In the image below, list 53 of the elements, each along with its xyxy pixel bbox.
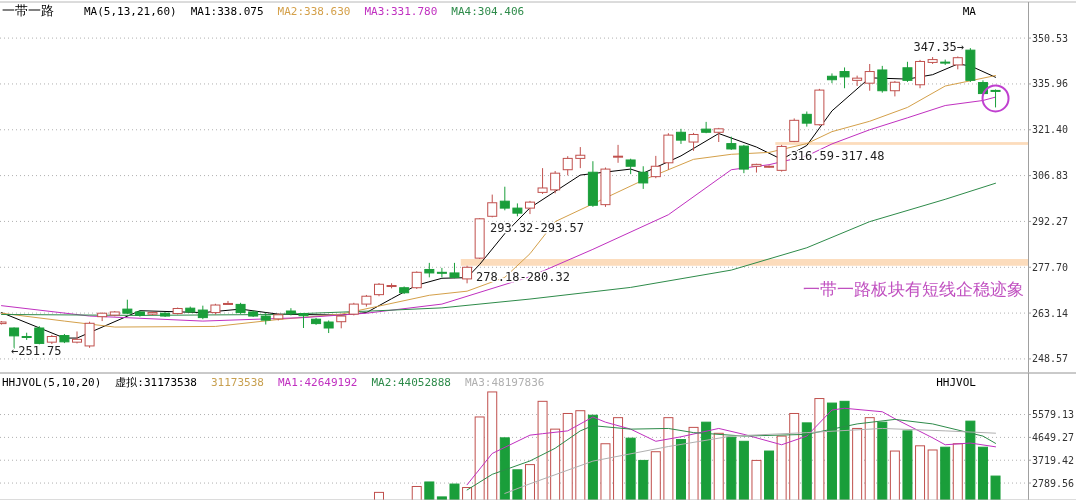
y-tick-label: 2789.56 <box>1032 477 1075 489</box>
candlestick <box>915 59 926 89</box>
candlestick <box>839 66 850 89</box>
candlestick <box>864 63 875 92</box>
y-tick-label: 3719.42 <box>1032 454 1075 466</box>
y-tick-label: 263.14 <box>1032 307 1069 319</box>
candlestick <box>638 165 649 190</box>
candlestick <box>701 121 712 134</box>
y-tick-label: 5579.13 <box>1032 409 1075 421</box>
candlestick <box>550 170 561 194</box>
annotation: MA <box>962 5 977 18</box>
candlestick <box>776 144 787 173</box>
candlestick <box>613 144 624 164</box>
text: MA3:48197836 <box>464 376 545 389</box>
candlestick <box>223 300 233 306</box>
text: MA1:42649192 <box>277 376 358 389</box>
y-tick-label: 350.53 <box>1032 32 1069 44</box>
annotation: 347.35→ <box>913 40 964 54</box>
text: MA3:331.780 <box>364 5 438 18</box>
annotation: 一带一路板块有短线企稳迹象 <box>803 279 1024 300</box>
candlestick <box>852 75 863 87</box>
text: MA2:44052888 <box>371 376 451 389</box>
candlestick <box>84 321 95 349</box>
y-tick-label: 248.57 <box>1032 353 1069 365</box>
candlestick <box>877 65 888 94</box>
candlestick <box>562 155 573 176</box>
chart-title: 一带一路 <box>2 3 54 18</box>
y-tick-label: 277.70 <box>1032 261 1069 273</box>
annotation: ←251.75 <box>11 344 62 358</box>
text: MA1:338.075 <box>190 5 264 18</box>
candlestick <box>575 146 586 169</box>
candlestick <box>537 167 548 195</box>
candlestick <box>72 330 83 344</box>
text: MA4:304.406 <box>451 5 525 18</box>
candlestick <box>738 144 749 174</box>
y-tick-label: 306.83 <box>1032 170 1069 182</box>
candlestick <box>499 186 510 211</box>
y-tick-label: 292.27 <box>1032 215 1069 227</box>
candlestick <box>826 72 837 84</box>
legend-title: MA(5,13,21,60) <box>84 5 177 18</box>
annotation: 31173538 <box>210 376 264 389</box>
annotation: HHJVOL <box>936 376 977 389</box>
candlestick <box>902 61 913 83</box>
y-tick-label: 4649.27 <box>1032 431 1075 443</box>
y-tick-label: 321.40 <box>1032 124 1069 136</box>
line-series <box>466 407 997 486</box>
chart-title: HHJVOL(5,10,20) <box>2 376 102 389</box>
candlestick <box>650 155 661 179</box>
annotation: 虚拟:31173538 <box>115 376 197 389</box>
line-series <box>466 418 997 491</box>
text: MA2:338.630 <box>277 5 351 18</box>
y-tick-label: 335.96 <box>1032 78 1069 90</box>
candlestick <box>436 267 447 278</box>
